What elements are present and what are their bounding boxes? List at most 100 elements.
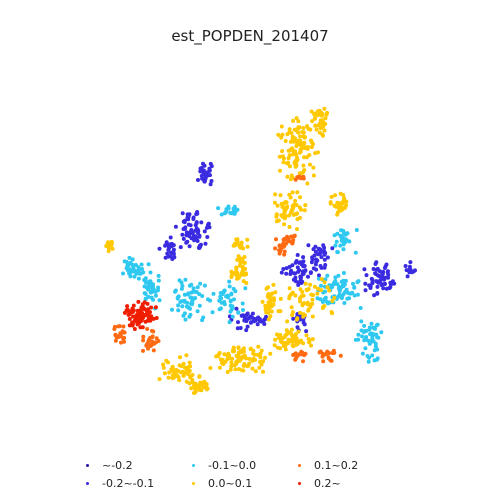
map-point bbox=[118, 331, 123, 336]
map-point bbox=[143, 296, 148, 301]
map-point bbox=[321, 133, 325, 138]
map-point bbox=[336, 273, 341, 278]
map-point bbox=[148, 270, 153, 275]
map-point bbox=[388, 280, 393, 285]
map-point bbox=[125, 304, 130, 309]
map-point bbox=[376, 335, 381, 340]
map-point bbox=[293, 351, 298, 356]
map-point bbox=[362, 329, 367, 334]
map-point bbox=[287, 264, 292, 269]
map-point bbox=[385, 270, 390, 275]
point-map bbox=[104, 106, 417, 395]
map-point bbox=[234, 362, 239, 366]
map-point bbox=[131, 314, 136, 319]
map-point bbox=[110, 246, 115, 251]
map-point bbox=[185, 212, 190, 217]
map-point bbox=[230, 304, 235, 309]
map-point bbox=[386, 275, 391, 280]
map-title: est_POPDEN_201407 bbox=[171, 27, 329, 45]
map-point bbox=[157, 377, 162, 382]
map-point bbox=[217, 307, 222, 312]
map-point bbox=[308, 304, 313, 309]
map-point bbox=[145, 286, 150, 291]
legend-marker bbox=[298, 481, 301, 485]
map-point bbox=[163, 255, 168, 260]
map-point bbox=[202, 385, 206, 390]
legend-marker bbox=[86, 463, 89, 467]
map-point bbox=[300, 269, 305, 274]
map-point bbox=[243, 266, 248, 271]
map-point bbox=[294, 153, 299, 157]
map-point bbox=[198, 380, 203, 385]
map-point bbox=[352, 293, 357, 298]
map-point bbox=[285, 340, 290, 345]
map-point bbox=[300, 142, 305, 146]
map-point bbox=[372, 326, 377, 331]
map-point bbox=[316, 123, 321, 128]
map-point bbox=[247, 356, 252, 361]
map-point bbox=[177, 378, 182, 383]
map-point bbox=[240, 348, 244, 353]
map-point bbox=[325, 285, 330, 290]
map-point bbox=[241, 308, 245, 312]
map-point bbox=[381, 286, 386, 291]
map-point bbox=[296, 329, 301, 334]
map-point bbox=[172, 255, 177, 260]
map-point bbox=[150, 334, 155, 339]
map-point bbox=[277, 154, 282, 159]
map-point bbox=[184, 233, 189, 238]
map-point bbox=[248, 320, 253, 325]
map-point bbox=[228, 299, 233, 304]
map-point bbox=[282, 249, 287, 254]
map-point bbox=[342, 196, 347, 201]
map-point bbox=[195, 210, 200, 214]
map-point bbox=[231, 286, 236, 291]
map-point bbox=[313, 244, 318, 249]
map-point bbox=[156, 278, 161, 283]
map-point bbox=[301, 163, 306, 168]
map-point bbox=[372, 348, 377, 353]
map-point bbox=[239, 355, 244, 360]
map-point bbox=[287, 153, 292, 158]
map-point bbox=[143, 291, 148, 296]
map-point bbox=[199, 173, 204, 178]
map-point bbox=[245, 244, 250, 249]
map-point bbox=[150, 328, 154, 333]
map-point bbox=[313, 262, 318, 267]
map-point bbox=[177, 363, 182, 368]
map-point bbox=[128, 260, 133, 265]
map-point bbox=[199, 388, 204, 393]
map-point bbox=[278, 339, 283, 344]
map-point bbox=[262, 322, 267, 326]
map-point bbox=[319, 113, 324, 118]
map-point bbox=[161, 362, 166, 367]
map-point bbox=[182, 299, 187, 303]
map-point bbox=[297, 174, 302, 179]
map-point bbox=[325, 350, 330, 355]
map-point bbox=[298, 134, 303, 139]
legend-marker bbox=[192, 481, 195, 485]
map-point bbox=[241, 368, 246, 373]
map-point bbox=[372, 358, 377, 363]
map-point bbox=[368, 332, 372, 337]
map-point bbox=[274, 219, 279, 224]
map-point bbox=[308, 271, 313, 275]
map-point bbox=[121, 324, 126, 329]
map-point bbox=[306, 274, 310, 279]
map-point bbox=[216, 206, 221, 211]
map-point bbox=[232, 271, 237, 275]
map-point bbox=[279, 213, 284, 218]
map-point bbox=[309, 343, 313, 348]
map-point bbox=[331, 351, 336, 356]
map-point bbox=[187, 381, 192, 386]
map-point bbox=[277, 251, 282, 256]
map-point bbox=[220, 358, 225, 363]
map-point bbox=[164, 240, 169, 245]
map-point bbox=[316, 150, 320, 155]
map-point bbox=[413, 268, 417, 273]
map-point bbox=[290, 313, 295, 318]
map-point bbox=[124, 260, 129, 264]
map-point bbox=[405, 274, 410, 279]
map-point bbox=[329, 310, 334, 314]
map-point bbox=[127, 323, 132, 328]
